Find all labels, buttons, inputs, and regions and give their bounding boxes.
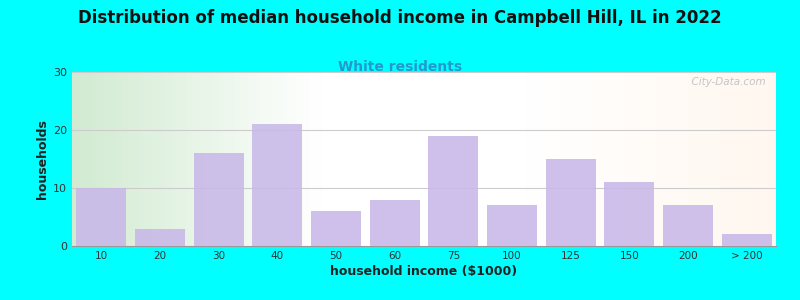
Bar — [311, 211, 361, 246]
Bar — [487, 206, 537, 246]
Bar — [370, 200, 419, 246]
Text: Distribution of median household income in Campbell Hill, IL in 2022: Distribution of median household income … — [78, 9, 722, 27]
Bar — [663, 206, 713, 246]
Text: City-Data.com: City-Data.com — [685, 77, 766, 87]
Bar — [194, 153, 243, 246]
X-axis label: household income ($1000): household income ($1000) — [330, 265, 518, 278]
Bar — [605, 182, 654, 246]
Bar — [546, 159, 595, 246]
Bar — [135, 229, 185, 246]
Bar — [722, 234, 771, 246]
Bar — [429, 136, 478, 246]
Bar — [253, 124, 302, 246]
Bar — [77, 188, 126, 246]
Y-axis label: households: households — [36, 119, 49, 199]
Text: White residents: White residents — [338, 60, 462, 74]
